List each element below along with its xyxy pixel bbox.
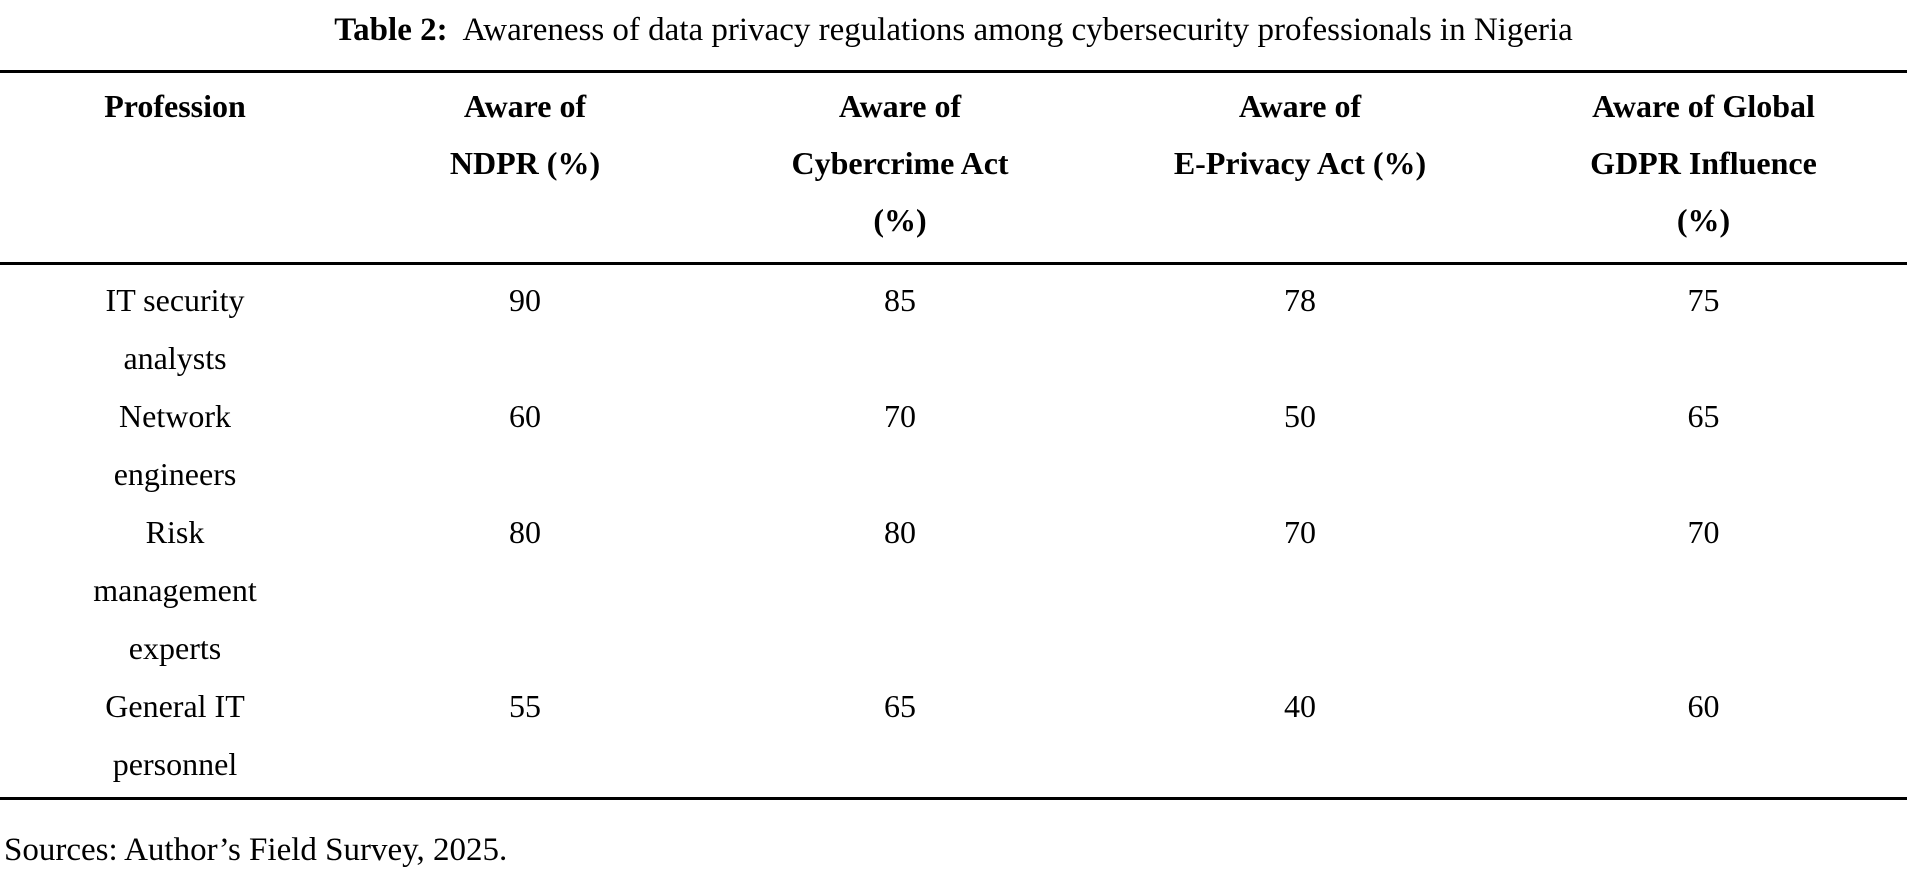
cell-cybercrime: 65 — [884, 688, 916, 724]
cell-gdpr: 70 — [1687, 514, 1720, 550]
table-body: IT security analysts 90 85 78 75 Network… — [0, 264, 1907, 799]
header-row: Profession Aware of NDPR (%) Aware of Cy… — [0, 71, 1907, 265]
cell-eprivacy: 70 — [1284, 514, 1316, 550]
table-row: Network engineers 60 70 50 65 — [0, 387, 1907, 503]
table-row: General IT personnel 55 65 40 60 — [0, 677, 1907, 799]
table-header: Profession Aware of NDPR (%) Aware of Cy… — [0, 71, 1907, 265]
cell-gdpr: 75 — [1687, 282, 1720, 318]
cell-ndpr: 90 — [509, 282, 541, 318]
table-caption-text: Awareness of data privacy regulations am… — [462, 12, 1573, 48]
cell-eprivacy: 50 — [1284, 398, 1316, 434]
awareness-table: Profession Aware of NDPR (%) Aware of Cy… — [0, 70, 1907, 800]
header-cell-profession: Profession — [0, 71, 350, 265]
header-cell-gdpr-influence: Aware of Global GDPR Influence (%) — [1500, 71, 1907, 265]
table-row: IT security analysts 90 85 78 75 — [0, 264, 1907, 388]
source-note: Sources: Author’s Field Survey, 2025. — [4, 832, 508, 868]
cell-ndpr: 80 — [509, 514, 541, 550]
cell-ndpr: 55 — [509, 688, 541, 724]
cell-eprivacy: 40 — [1284, 688, 1316, 724]
header-cell-ndpr: Aware of NDPR (%) — [350, 71, 700, 265]
cell-profession: Risk management experts — [93, 514, 257, 666]
cell-cybercrime: 80 — [884, 514, 916, 550]
cell-profession: IT security analysts — [105, 282, 245, 376]
cell-gdpr: 60 — [1687, 688, 1720, 724]
cell-profession: Network engineers — [113, 398, 237, 492]
cell-profession: General IT personnel — [105, 688, 245, 782]
cell-ndpr: 60 — [509, 398, 541, 434]
cell-gdpr: 65 — [1687, 398, 1720, 434]
cell-eprivacy: 78 — [1284, 282, 1316, 318]
table-caption: Table 2: Awareness of data privacy regula… — [0, 0, 1907, 52]
header-cell-eprivacy-act: Aware of E-Privacy Act (%) — [1100, 71, 1500, 265]
header-cell-cybercrime-act: Aware of Cybercrime Act (%) — [700, 71, 1100, 265]
table-caption-label: Table 2: — [334, 12, 448, 48]
cell-cybercrime: 85 — [884, 282, 916, 318]
table-row: Risk management experts 80 80 70 70 — [0, 503, 1907, 677]
cell-cybercrime: 70 — [884, 398, 916, 434]
